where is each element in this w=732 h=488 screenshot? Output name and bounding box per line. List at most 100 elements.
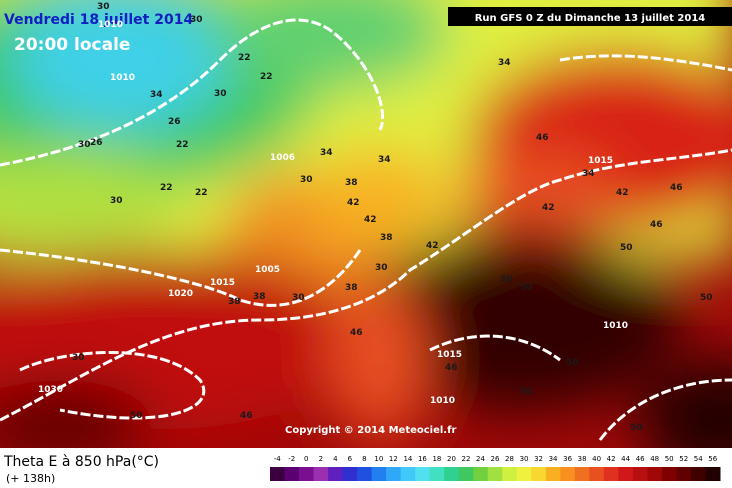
map-label: 38	[345, 283, 358, 293]
legend-lead: (+ 138h)	[6, 472, 55, 485]
map-label: 34	[150, 90, 163, 100]
scale-label: 14	[403, 455, 412, 463]
scale-label: 4	[333, 455, 338, 463]
map-label: 50	[700, 293, 713, 303]
scale-swatch	[284, 467, 300, 481]
map-label: 30	[190, 15, 203, 25]
scale-label: 30	[520, 455, 529, 463]
map-label: 1015	[588, 156, 613, 166]
scale-label: 54	[694, 455, 703, 463]
scale-swatch	[444, 467, 460, 481]
map-label: 34	[498, 58, 511, 68]
map-label: 30	[72, 353, 85, 363]
map-label: 34	[582, 169, 595, 179]
map-label: 42	[542, 203, 555, 213]
map-label: 1010	[98, 20, 123, 30]
map-label: 30	[292, 293, 305, 303]
map-label: 1010	[110, 73, 135, 83]
scale-swatch	[371, 467, 387, 481]
map-label: 42	[347, 198, 360, 208]
map-label: 1010	[603, 321, 628, 331]
scale-label: 42	[607, 455, 616, 463]
map-label: 46	[670, 183, 683, 193]
map-label: 1006	[270, 153, 295, 163]
map-label: 50	[630, 423, 643, 433]
scale-label: 48	[650, 455, 659, 463]
scale-label: 28	[505, 455, 514, 463]
scale-label: 22	[462, 455, 471, 463]
scale-swatch	[386, 467, 402, 481]
scale-swatch	[690, 467, 706, 481]
map-label: 38	[380, 233, 393, 243]
map-label: 38	[253, 292, 266, 302]
map-label: 50	[130, 411, 143, 421]
map-label: 22	[160, 183, 173, 193]
scale-swatch	[705, 467, 721, 481]
scale-swatch	[313, 467, 329, 481]
color-scale: -4 -2 0 2 4 6 8 10 12 14 16 18 20 22 24 26 28 30 32 34 36 38 4…	[270, 455, 721, 481]
map-label: 50	[520, 283, 533, 293]
scale-swatch	[516, 467, 532, 481]
time: 20:00 locale	[14, 35, 130, 55]
scale-swatch	[487, 467, 503, 481]
map-label: 38	[345, 178, 358, 188]
map-label: 1015	[437, 350, 462, 360]
scale-swatch	[400, 467, 416, 481]
scale-swatch	[545, 467, 561, 481]
map-label: 50	[566, 358, 579, 368]
scale-label: 12	[389, 455, 398, 463]
scale-swatch	[429, 467, 445, 481]
scale-label: 38	[578, 455, 587, 463]
scale-label: 6	[348, 455, 353, 463]
map-label: 30	[97, 2, 110, 12]
scale-label: 26	[491, 455, 500, 463]
scale-label: 32	[534, 455, 543, 463]
scale-swatch	[299, 467, 315, 481]
map-label: 34	[378, 155, 391, 165]
scale-label: 16	[418, 455, 427, 463]
scale-swatch	[574, 467, 590, 481]
map-label: 34	[320, 148, 333, 158]
scale-swatch	[560, 467, 576, 481]
map-label: 22	[238, 53, 251, 63]
scale-label: 50	[665, 455, 674, 463]
scale-label: 44	[621, 455, 630, 463]
scale-label: 40	[592, 455, 601, 463]
scale-swatch	[328, 467, 344, 481]
map-label: 1015	[210, 278, 235, 288]
map-label: 1020	[168, 289, 193, 299]
scale-swatch	[473, 467, 489, 481]
map-label: 50	[520, 387, 533, 397]
map-label: 46	[650, 220, 663, 230]
scale-label: 8	[362, 455, 366, 463]
scale-label: 46	[636, 455, 645, 463]
scale-swatch	[270, 467, 286, 481]
map-label: 1030	[38, 385, 63, 395]
scale-swatch	[415, 467, 431, 481]
map-label: 22	[260, 72, 273, 82]
scale-swatch	[502, 467, 518, 481]
scale-label: 52	[679, 455, 688, 463]
map-label: 50	[620, 243, 633, 253]
map-label: 50	[500, 275, 513, 285]
scale-swatch	[661, 467, 677, 481]
scale-swatch	[618, 467, 634, 481]
scale-label: 36	[563, 455, 572, 463]
map-label: 46	[350, 328, 363, 338]
date: Vendredi 18 juillet 2014	[4, 12, 193, 28]
map-label: 26	[90, 138, 103, 148]
map-label: 30	[300, 175, 313, 185]
scale-label: 20	[447, 455, 456, 463]
map-label: 42	[364, 215, 377, 225]
map-label: 1005	[255, 265, 280, 275]
run-info: Run GFS 0 Z du Dimanche 13 juillet 2014	[475, 13, 706, 24]
scale-swatch	[458, 467, 474, 481]
map-label: 22	[195, 188, 208, 198]
scale-label: -2	[288, 455, 295, 463]
scale-swatch	[676, 467, 692, 481]
scale-label: 34	[549, 455, 558, 463]
scale-swatch	[589, 467, 605, 481]
scale-swatch	[531, 467, 547, 481]
